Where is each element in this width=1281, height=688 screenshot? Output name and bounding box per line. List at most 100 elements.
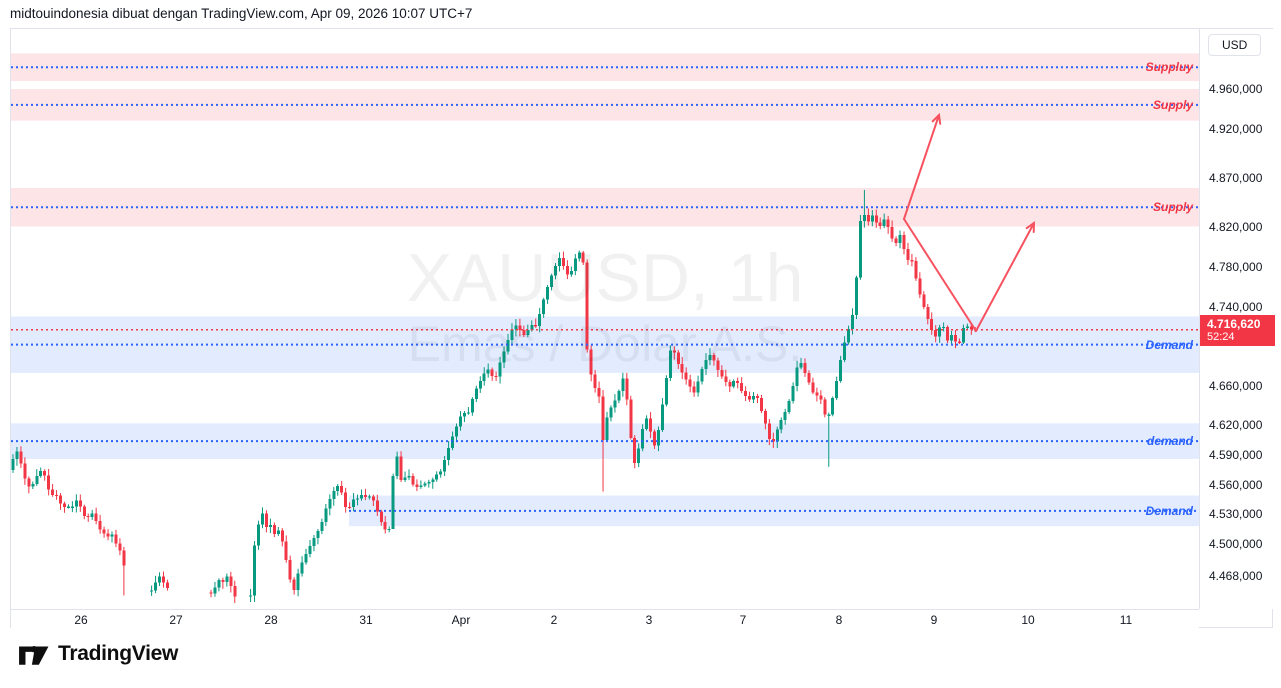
supply-zone-label[interactable]: Supply	[1152, 200, 1193, 215]
candle-down	[724, 376, 728, 382]
candle-down	[771, 438, 775, 442]
candle-up	[637, 448, 641, 464]
candle-up	[854, 277, 858, 316]
price-axis[interactable]: USD 4.960,000 4.920,000 4.870,000 4.820,000…	[1200, 29, 1275, 609]
candle-down	[716, 360, 720, 371]
candle-up	[839, 359, 843, 382]
supply-zone[interactable]	[11, 53, 1199, 82]
snapshot-attribution-title: midtouindonesia dibuat dengan TradingVie…	[10, 6, 473, 21]
candle-wick	[111, 531, 113, 543]
candle-up	[455, 426, 459, 437]
candle-down	[676, 352, 680, 364]
candle-down	[653, 431, 657, 446]
candle-down	[82, 506, 86, 516]
supply-zone[interactable]	[11, 89, 1199, 121]
candle-down	[629, 399, 633, 438]
candle-up	[324, 508, 328, 523]
candle-up	[514, 325, 518, 330]
price-tick-label: 4.560,000	[1209, 477, 1263, 492]
projection-arrow-v[interactable]	[903, 218, 1035, 332]
candle-up	[554, 265, 558, 276]
candle-down	[811, 382, 815, 393]
supply-zone-label[interactable]: Supply	[1152, 97, 1193, 112]
demand-zone-label[interactable]: demand	[1146, 434, 1193, 449]
candle-down	[910, 260, 914, 262]
bar-countdown: 52:24	[1207, 330, 1235, 343]
candle-down	[23, 463, 27, 479]
candle-up	[276, 530, 280, 535]
time-axis[interactable]: 26 27 28 31 Apr 2 3 7 8 9 10 11	[11, 609, 1199, 629]
candle-wick	[123, 546, 125, 596]
candle-down	[55, 494, 59, 497]
candle-up	[31, 484, 35, 487]
demand-zone-label[interactable]: Demand	[1145, 337, 1193, 352]
time-tick-label: 2	[550, 613, 558, 627]
candle-wick	[428, 479, 430, 488]
candle-wick	[673, 346, 675, 360]
candle-up	[858, 221, 862, 278]
candle-down	[284, 541, 288, 561]
candle-down	[736, 380, 740, 384]
candle-down	[165, 582, 169, 589]
candle-up	[15, 451, 19, 459]
candle-down	[62, 503, 66, 507]
candle-down	[946, 326, 950, 341]
tradingview-logo-icon[interactable]	[18, 641, 49, 667]
candle-up	[257, 524, 261, 546]
candle-up	[150, 590, 154, 592]
candle-up	[300, 562, 304, 574]
demand-zone-label[interactable]: Demand	[1145, 503, 1193, 518]
candle-wick	[408, 469, 410, 480]
candle-up	[478, 381, 482, 389]
currency-toggle-button[interactable]: USD	[1208, 34, 1262, 56]
candle-down	[106, 533, 110, 537]
price-tick-label: 4.660,000	[1209, 378, 1263, 393]
price-chart-plot[interactable]: XAUUSD, 1h Emas / Dolar A.S. SuppluySupp…	[11, 29, 1200, 609]
candle-up	[965, 326, 969, 329]
candle-down	[348, 506, 352, 509]
candle-up	[316, 531, 320, 539]
candle-wick	[250, 588, 252, 603]
candle-up	[154, 582, 158, 591]
supply-zone-label[interactable]: Suppluy	[1145, 60, 1193, 75]
candle-up	[696, 381, 700, 393]
candle-up	[546, 287, 550, 300]
price-tick-label: 4.920,000	[1209, 121, 1263, 136]
candle-up	[462, 412, 466, 417]
supply-zone[interactable]	[11, 187, 1199, 227]
candle-down	[522, 330, 526, 336]
candle-up	[391, 475, 395, 529]
candle-wick	[756, 393, 758, 404]
candle-wick	[67, 504, 69, 509]
candle-down	[886, 219, 890, 227]
tradingview-logo-text[interactable]: TradingView	[58, 642, 179, 665]
candle-up	[831, 398, 835, 415]
candle-down	[221, 579, 225, 582]
time-tick-label: 28	[264, 613, 278, 627]
candle-up	[779, 419, 783, 430]
candle-up	[395, 456, 399, 476]
demand-zone[interactable]	[11, 423, 1199, 459]
candle-up	[312, 538, 316, 546]
candle-up	[439, 471, 443, 475]
candle-up	[502, 351, 506, 363]
candle-up	[74, 500, 78, 507]
chart-panel: XAUUSD, 1h Emas / Dolar A.S. SuppluySupp…	[10, 28, 1275, 629]
candle-up	[621, 378, 625, 391]
demand-zone[interactable]	[11, 316, 1199, 373]
candle-up	[752, 396, 756, 400]
candle-up	[573, 258, 577, 271]
candle-down	[930, 318, 934, 331]
candle-up	[538, 313, 542, 327]
candle-down	[934, 330, 938, 337]
candle-down	[918, 278, 922, 295]
candle-up	[403, 477, 407, 480]
projection-arrow-up-left[interactable]	[903, 114, 940, 220]
candle-down	[969, 326, 973, 330]
candle-up	[158, 576, 162, 583]
candle-down	[815, 392, 819, 396]
candle-down	[47, 475, 51, 490]
candle-wick	[364, 488, 366, 501]
candle-down	[684, 372, 688, 380]
candle-up	[700, 368, 704, 382]
